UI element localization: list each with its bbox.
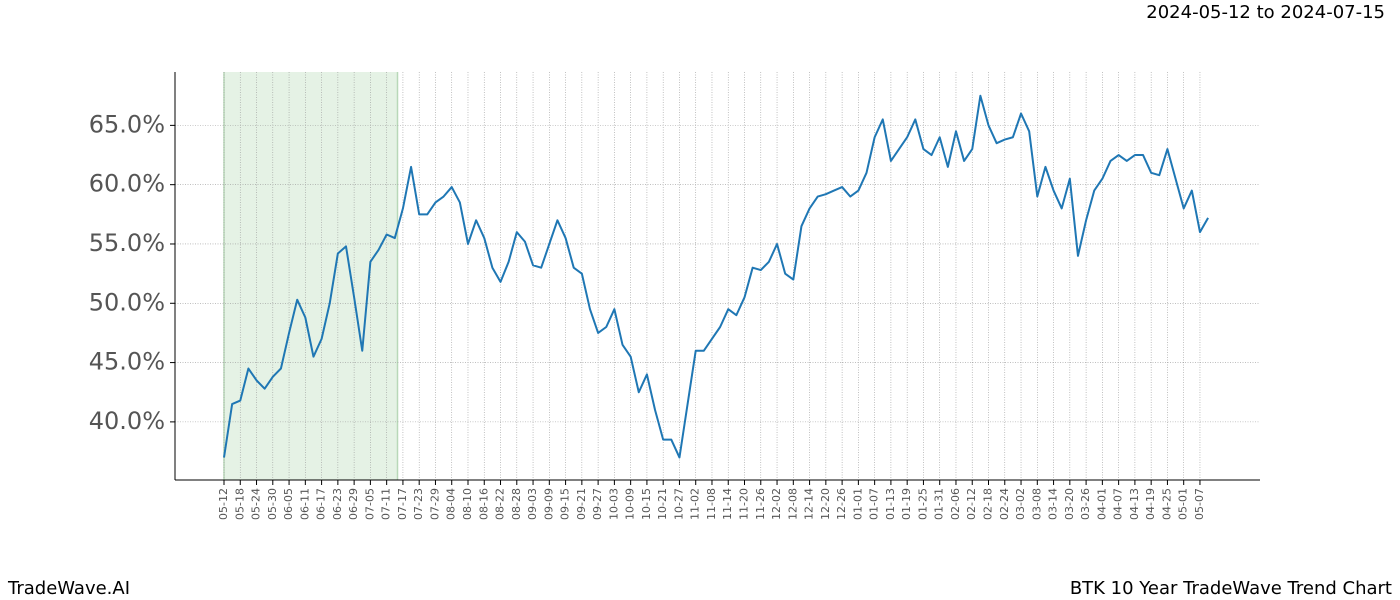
y-tick-label: 45.0% xyxy=(89,348,165,376)
x-tick-label: 05-07 xyxy=(1193,488,1206,520)
x-tick-label: 04-01 xyxy=(1095,488,1108,520)
x-tick-label: 11-08 xyxy=(705,488,718,520)
x-tick-label: 12-08 xyxy=(786,488,799,520)
chart-title: BTK 10 Year TradeWave Trend Chart xyxy=(1070,578,1392,599)
x-tick-label: 05-18 xyxy=(233,488,246,520)
trend-line xyxy=(223,94,1209,459)
x-tick-label: 06-11 xyxy=(298,488,311,520)
x-tick-label: 03-02 xyxy=(1014,488,1027,520)
x-tick-label: 05-01 xyxy=(1177,488,1190,520)
x-tick-label: 07-29 xyxy=(428,488,441,520)
x-tick-label: 10-09 xyxy=(624,488,637,520)
x-tick-label: 12-02 xyxy=(770,488,783,520)
x-tick-label: 07-17 xyxy=(396,488,409,520)
x-tick-label: 06-17 xyxy=(315,488,328,520)
x-tick-label: 08-22 xyxy=(494,488,507,520)
x-tick-label: 05-24 xyxy=(250,488,263,520)
highlight-band xyxy=(224,72,398,480)
x-tick-label: 03-20 xyxy=(1063,488,1076,520)
x-tick-label: 02-24 xyxy=(998,488,1011,520)
x-tick-label: 08-16 xyxy=(477,488,490,520)
x-tick-label: 03-26 xyxy=(1079,488,1092,520)
x-tick-label: 05-12 xyxy=(217,488,230,520)
x-tick-label: 08-28 xyxy=(510,488,523,520)
x-tick-label: 10-03 xyxy=(607,488,620,520)
x-tick-label: 06-05 xyxy=(282,488,295,520)
x-tick-label: 04-25 xyxy=(1160,488,1173,520)
x-tick-label: 10-27 xyxy=(672,488,685,520)
x-tick-label: 01-13 xyxy=(884,488,897,520)
x-tick-label: 01-31 xyxy=(933,488,946,520)
x-tick-label: 01-01 xyxy=(851,488,864,520)
x-tick-label: 04-07 xyxy=(1112,488,1125,520)
x-tick-label: 01-07 xyxy=(868,488,881,520)
x-tick-label: 04-19 xyxy=(1144,488,1157,520)
x-tick-label: 08-04 xyxy=(445,488,458,520)
x-tick-label: 10-21 xyxy=(656,488,669,520)
brand: TradeWave.AI xyxy=(7,578,130,599)
x-tick-label: 12-20 xyxy=(819,488,832,520)
x-tick-label: 09-27 xyxy=(591,488,604,520)
x-tick-label: 11-14 xyxy=(721,488,734,520)
x-tick-label: 07-11 xyxy=(380,488,393,520)
x-tick-label: 11-26 xyxy=(754,488,767,520)
x-tick-label: 03-14 xyxy=(1047,488,1060,520)
x-tick-label: 12-14 xyxy=(803,488,816,520)
x-tick-label: 07-05 xyxy=(363,488,376,520)
x-tick-label: 08-10 xyxy=(461,488,474,520)
y-tick-label: 40.0% xyxy=(89,407,165,435)
x-tick-label: 09-21 xyxy=(575,488,588,520)
x-tick-label: 11-02 xyxy=(689,488,702,520)
x-tick-label: 05-30 xyxy=(266,488,279,520)
x-tick-label: 12-26 xyxy=(835,488,848,520)
y-tick-label: 60.0% xyxy=(89,170,165,198)
x-tick-label: 02-18 xyxy=(982,488,995,520)
x-tick-label: 01-19 xyxy=(900,488,913,520)
y-tick-label: 50.0% xyxy=(89,288,165,316)
x-tick-label: 09-03 xyxy=(526,488,539,520)
x-tick-label: 02-06 xyxy=(949,488,962,520)
date-range: 2024-05-12 to 2024-07-15 xyxy=(1146,2,1385,23)
x-tick-label: 09-09 xyxy=(542,488,555,520)
x-tick-label: 04-13 xyxy=(1128,488,1141,520)
x-tick-label: 10-15 xyxy=(640,488,653,520)
x-tick-label: 11-20 xyxy=(738,488,751,520)
x-tick-label: 03-08 xyxy=(1030,488,1043,520)
y-tick-label: 55.0% xyxy=(89,229,165,257)
x-tick-label: 06-23 xyxy=(331,488,344,520)
x-tick-label: 06-29 xyxy=(347,488,360,520)
x-tick-label: 01-25 xyxy=(916,488,929,520)
x-tick-label: 02-12 xyxy=(965,488,978,520)
x-tick-label: 07-23 xyxy=(412,488,425,520)
y-tick-label: 65.0% xyxy=(89,110,165,138)
x-tick-label: 09-15 xyxy=(559,488,572,520)
